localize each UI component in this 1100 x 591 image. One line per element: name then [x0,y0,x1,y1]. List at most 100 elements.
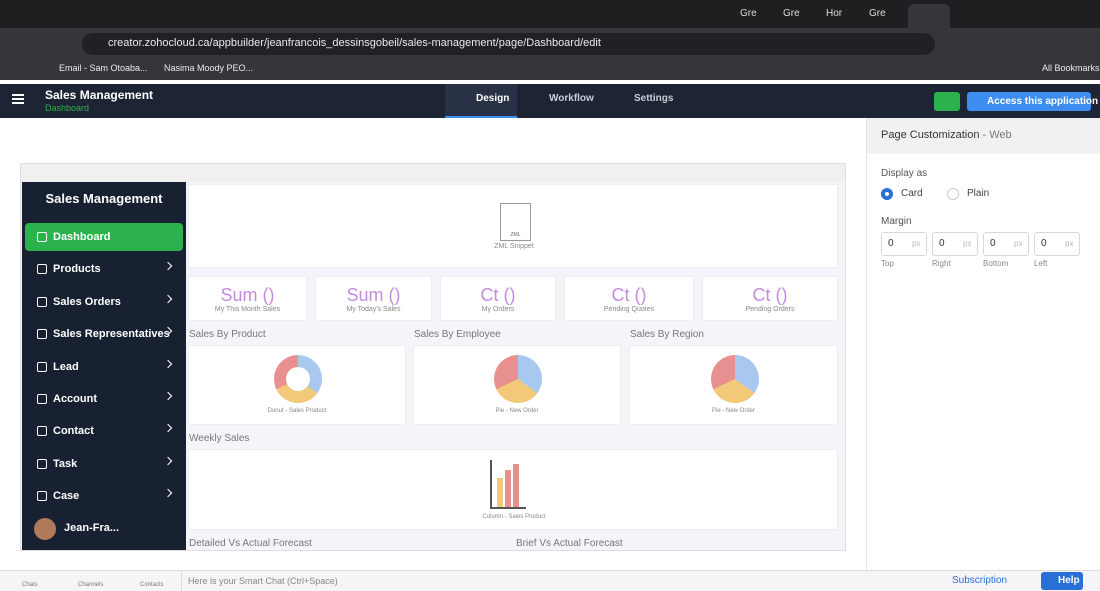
menu-icon[interactable] [12,94,24,96]
kpi-label: Pending Quotes [603,306,655,313]
donut-hole [286,367,310,391]
sidebar-title: Sales Management [45,191,163,206]
bookmark[interactable]: Nasima Moody PEO... [164,63,254,73]
menu-item[interactable]: Sales Orders [53,295,121,308]
menu-highlight [25,223,183,251]
menu-item[interactable]: Dashboard [53,231,111,243]
snippet-label: ZML Snippet [494,243,534,250]
section-title: Sales By Employee [414,329,501,340]
margin-input[interactable]: 0 px [932,232,978,256]
input-label: Top [881,259,894,268]
chevron [163,294,173,304]
access-button[interactable]: Access this application [967,92,1098,111]
page-name: Dashboard [45,103,90,113]
menu-item[interactable]: Products [53,263,101,276]
menu-icon [37,491,47,502]
section-title: Weekly Sales [189,433,250,444]
input-label: Right [932,259,951,268]
menu-item[interactable]: Task [53,457,78,470]
axis [490,460,492,508]
smart-chat[interactable]: Here is your Smart Chat (Ctrl+Space) [181,571,941,591]
menu-item[interactable]: Contact [53,425,94,438]
kpi-label: My This Month Sales [214,306,281,313]
url-field[interactable]: creator.zohocloud.ca/appbuilder/jeanfran… [82,33,935,55]
browser-tab[interactable]: Hor [826,8,843,19]
menu-item[interactable]: Sales Representatives [53,328,170,341]
chart-card: Pie - New Order [413,345,621,425]
chart-caption: Donut - Sales Product [267,408,327,414]
menu-icon [37,329,47,340]
app-header: Sales Management Dashboard Access this a… [0,84,1100,118]
kpi-value: Sum () [346,285,401,305]
footer: Here is your Smart Chat (Ctrl+Space) Sub… [0,570,1100,591]
kpi-value: Ct () [480,285,516,305]
menu-icon [37,361,47,372]
avatar [34,518,56,540]
menu-item[interactable]: Account [53,393,97,405]
input-value: 0 [990,238,996,249]
radio-label[interactable]: Plain [967,188,990,199]
input-value: 0 [1041,238,1047,249]
section-title: Detailed Vs Actual Forecast [189,538,312,549]
input-unit: px [912,239,921,248]
menu-item[interactable]: Lead [53,360,79,373]
footer-item[interactable]: Contacts [140,582,164,588]
menu-icon [37,458,47,469]
footer-item[interactable]: Chats [22,582,38,588]
panel-header: Page Customization - Web [867,118,1100,154]
browser-tab[interactable]: Gre [740,8,757,19]
margin-input[interactable]: 0 px [1034,232,1080,256]
panel-title: Page Customization [881,129,980,141]
menu-item[interactable]: Case [53,490,80,503]
subscription-link[interactable]: Subscription [952,575,1008,586]
bar-icon [513,464,519,507]
menu-icon [37,394,47,404]
browser-tab[interactable]: Gre [869,8,886,19]
bookmark[interactable]: All Bookmarks [1042,63,1100,73]
browser-tab[interactable]: Gre [783,8,800,19]
chart-caption: Column - Sales Product [482,514,546,520]
footer-item[interactable]: Channels [78,582,104,588]
active-tab[interactable] [908,4,950,28]
margin-input[interactable]: 0 px [983,232,1029,256]
input-unit: px [1065,239,1074,248]
bar-icon [497,478,503,507]
app-tab[interactable]: Workflow [549,93,594,104]
chart-caption: Pie - New Order [495,408,539,414]
input-label: Left [1034,259,1048,268]
weekly-card: Column - Sales Product [188,449,838,530]
radio-label[interactable]: Card [901,188,923,199]
app-name: Sales Management [45,88,154,102]
chevron [163,359,173,368]
bookmark[interactable]: Email - Sam Otoaba... [59,63,148,73]
section-title: Brief Vs Actual Forecast [516,538,623,549]
kpi-value: Ct () [611,285,647,305]
customization-panel: Page Customization - Web Display as Marg… [866,118,1100,570]
help-button[interactable]: Help [1041,572,1083,590]
radio[interactable] [947,188,959,200]
section-title: Sales By Product [189,329,266,340]
kpi-card card: Ct () Pending Orders [702,276,838,321]
chart-caption: Pie - New Order [711,408,755,414]
user-name: Jean-Fra... [64,522,120,534]
app-tab[interactable]: Design [476,93,510,104]
label: Display as [881,168,928,179]
kpi-card card: Ct () My Orders [440,276,556,321]
panel-subtitle: - Web [982,129,1012,141]
pie-icon [710,355,759,403]
input-unit: px [1014,239,1023,248]
menu-icon [37,264,47,275]
label: Margin [881,216,912,227]
input-unit: px [963,239,972,248]
input-value: 0 [888,238,894,249]
radio[interactable] [881,188,893,200]
chevron [163,391,173,401]
app-tab[interactable]: Settings [634,93,674,104]
input-label: Bottom [983,259,1009,268]
chevron [163,262,173,271]
kpi-value: Sum () [220,285,275,305]
tab-strip [0,0,1100,28]
grid-button[interactable] [934,92,960,111]
margin-input[interactable]: 0 px [881,232,927,256]
